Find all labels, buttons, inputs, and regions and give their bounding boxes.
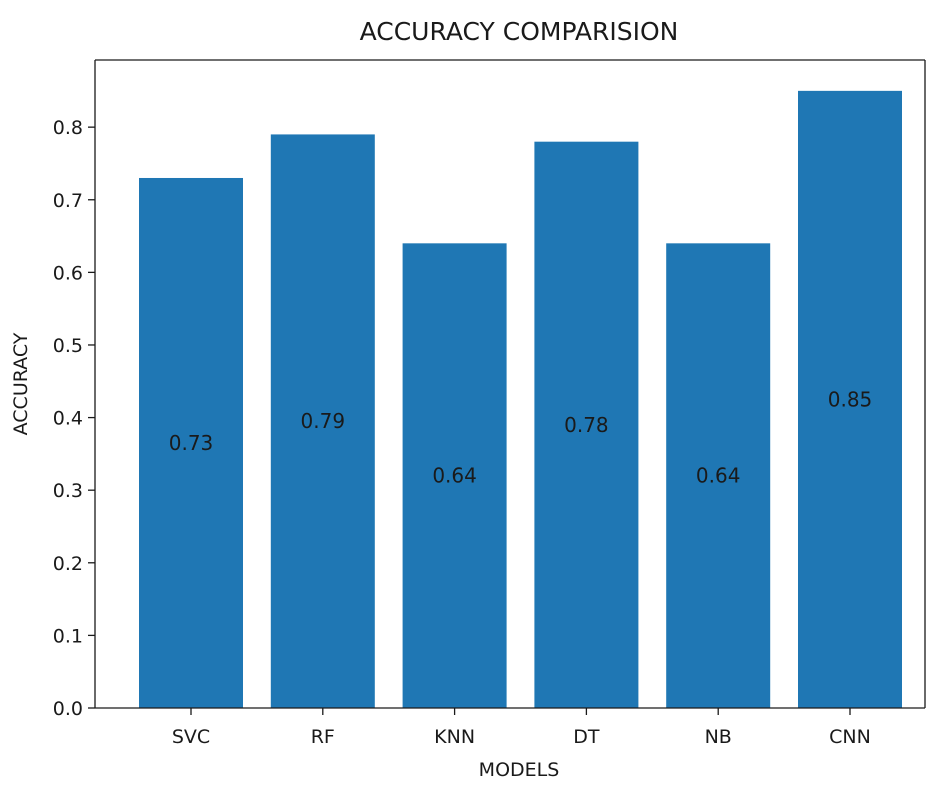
bar-nb	[666, 243, 771, 708]
bar-value-labels: 0.73 0.79 0.64 0.78 0.64 0.85	[169, 387, 873, 487]
axes	[94, 59, 926, 709]
y-tick-label: 0.1	[53, 625, 83, 647]
x-tick-label-rf: RF	[311, 726, 335, 748]
bar-dt	[534, 141, 639, 709]
x-tick-label-nb: NB	[705, 726, 732, 748]
bar-cnn	[798, 90, 902, 709]
bar-svc	[139, 177, 243, 708]
x-axis-ticks: SVC RF KNN DT NB CNN	[172, 708, 871, 748]
x-tick-label-cnn: CNN	[829, 726, 871, 748]
bar-value-label-rf: 0.79	[301, 409, 346, 433]
y-tick-label: 0.2	[53, 553, 83, 575]
bar-value-label-nb: 0.64	[696, 464, 741, 488]
bar-rf	[270, 134, 375, 708]
x-tick-label-knn: KNN	[434, 726, 475, 748]
x-tick-label-svc: SVC	[172, 726, 210, 748]
bar-value-label-knn: 0.64	[432, 464, 477, 488]
y-tick-label: 0.8	[53, 117, 83, 139]
bar-value-label-svc: 0.73	[169, 431, 214, 455]
bars	[139, 90, 902, 709]
x-axis-label: MODELS	[479, 759, 560, 781]
y-tick-label: 0.3	[53, 480, 83, 502]
y-tick-label: 0.7	[53, 190, 83, 212]
y-tick-label: 0.6	[53, 262, 83, 284]
y-tick-label: 0.4	[53, 408, 83, 430]
x-tick-label-dt: DT	[573, 726, 600, 748]
bar-value-label-dt: 0.78	[564, 413, 609, 437]
y-tick-label: 0.5	[53, 335, 83, 357]
y-axis-label: ACCURACY	[10, 332, 32, 435]
bar-knn	[402, 243, 507, 708]
y-axis-ticks: 0.0 0.1 0.2 0.3 0.4 0.5 0.6 0.7 0.8	[53, 117, 95, 720]
bar-value-label-cnn: 0.85	[828, 387, 873, 411]
chart-title: ACCURACY COMPARISION	[360, 17, 679, 46]
y-tick-label: 0.0	[53, 698, 83, 720]
